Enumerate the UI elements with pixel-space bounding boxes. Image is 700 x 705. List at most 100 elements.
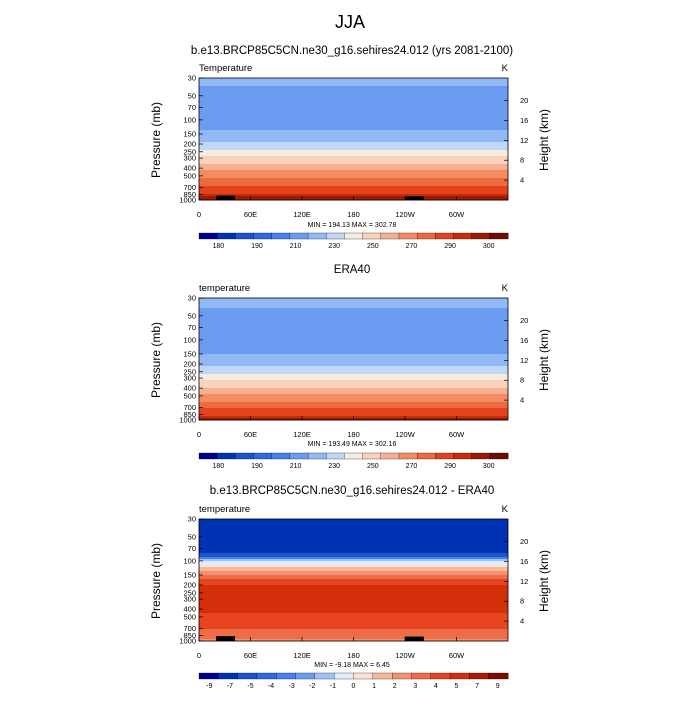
heatmap-band xyxy=(199,589,508,592)
heatmap-band xyxy=(199,599,508,602)
height-tick-label: 20 xyxy=(520,537,528,546)
y-axis-title-right: Height (km) xyxy=(537,550,551,612)
y-tick-label: 30 xyxy=(188,294,196,303)
colorbar-box xyxy=(289,232,309,240)
colorbar-box xyxy=(271,452,291,460)
heatmap-band xyxy=(199,561,508,564)
left-label: temperature xyxy=(199,504,250,515)
heatmap-band xyxy=(199,521,508,524)
colorbar-box xyxy=(353,672,374,680)
colorbar-box xyxy=(235,452,254,460)
heatmap-band xyxy=(199,601,508,604)
colorbar-label: 180 xyxy=(212,463,224,470)
heatmap-band xyxy=(199,136,508,139)
heatmap-band xyxy=(199,158,508,161)
height-tick-label: 16 xyxy=(520,557,528,566)
heatmap-band xyxy=(199,140,508,143)
y-tick-label: 150 xyxy=(183,349,196,358)
heatmap-band xyxy=(199,304,508,307)
colorbar-label: -3 xyxy=(289,683,295,690)
heatmap-band xyxy=(199,631,508,634)
x-tick-label: 0 xyxy=(197,430,201,439)
colorbar-box xyxy=(217,452,236,460)
heatmap-band xyxy=(199,330,508,333)
height-tick-label: 8 xyxy=(520,156,524,165)
heatmap-band xyxy=(199,88,508,91)
heatmap-band xyxy=(199,320,508,323)
heatmap-band xyxy=(199,583,508,586)
heatmap-band xyxy=(199,192,508,195)
colorbar-box xyxy=(198,452,218,460)
heatmap-band xyxy=(199,390,508,393)
heatmap-band xyxy=(199,176,508,179)
colorbar-box xyxy=(253,452,273,460)
colorbar-box xyxy=(435,452,454,460)
panel-3: b.e13.BRCP85C5CN.ne30_g16.sehires24.012 … xyxy=(149,485,551,669)
y-axis-title: Pressure (mb) xyxy=(149,102,163,178)
colorbar-box xyxy=(435,232,454,240)
panel-2: ERA40 temperature K Pressure (mb) Height… xyxy=(149,264,551,448)
heatmap-band xyxy=(199,408,508,411)
heatmap-band xyxy=(199,625,508,628)
heatmap-band xyxy=(199,597,508,600)
heatmap-band xyxy=(199,378,508,381)
colorbar-box xyxy=(362,452,382,460)
colorbar-label: 180 xyxy=(212,243,224,250)
heatmap-band xyxy=(199,92,508,95)
heatmap-band xyxy=(199,144,508,147)
heatmap-band xyxy=(199,314,508,317)
colorbar-label: -4 xyxy=(268,683,274,690)
height-tick-label: 4 xyxy=(520,396,524,405)
y-tick-label: 300 xyxy=(183,595,196,604)
colorbar-label: -1 xyxy=(330,683,336,690)
colorbar-label: 290 xyxy=(444,243,456,250)
heatmap-band xyxy=(199,372,508,375)
colorbar-label: 230 xyxy=(328,463,340,470)
colorbar-label: 300 xyxy=(483,463,495,470)
heatmap-band xyxy=(199,579,508,582)
x-axis: 0 60E 120E 180 120W 60W xyxy=(197,637,465,660)
heatmap-band xyxy=(199,527,508,530)
topography-block xyxy=(405,636,424,641)
heatmap-band xyxy=(199,82,508,85)
heatmap-band xyxy=(199,124,508,127)
plots-layer: 3050701001502002503004005007008501000481… xyxy=(179,74,528,691)
colorbar-label: 1 xyxy=(372,683,376,690)
heatmap-band xyxy=(199,567,508,570)
x-tick-label: 180 xyxy=(347,210,360,219)
y-tick-label: 30 xyxy=(188,515,196,524)
heatmap-band xyxy=(199,154,508,157)
heatmap-band xyxy=(199,629,508,632)
heatmap-band xyxy=(199,338,508,341)
heatmap-band xyxy=(199,585,508,588)
colorbar-box xyxy=(362,232,382,240)
heatmap-band xyxy=(199,406,508,409)
heatmap-band xyxy=(199,617,508,620)
colorbar-label: 7 xyxy=(475,683,479,690)
x-tick-label: 60W xyxy=(449,651,465,660)
colorbar-label: -5 xyxy=(247,683,253,690)
colorbar-label: 5 xyxy=(455,683,459,690)
x-tick-label: 180 xyxy=(347,651,360,660)
colorbar-box xyxy=(295,672,316,680)
heatmap-band xyxy=(199,571,508,574)
y-tick-label: 30 xyxy=(188,74,196,83)
height-tick-label: 12 xyxy=(520,577,528,586)
heatmap-band xyxy=(199,162,508,165)
colorbar-box xyxy=(471,452,491,460)
colorbar-box xyxy=(430,672,451,680)
x-tick-label: 120E xyxy=(293,651,311,660)
height-tick-label: 16 xyxy=(520,336,528,345)
colorbar-box xyxy=(326,232,345,240)
heatmap-band xyxy=(199,525,508,528)
colorbar-box xyxy=(380,232,400,240)
colorbar-box xyxy=(307,232,327,240)
x-tick-label: 120W xyxy=(395,210,416,219)
heatmap-band xyxy=(199,603,508,606)
heatmap-band xyxy=(199,142,508,145)
colorbar-box xyxy=(416,452,436,460)
colorbar-box xyxy=(314,672,335,680)
colorbar-box xyxy=(235,232,254,240)
colorbar-box xyxy=(449,672,470,680)
heatmap-band xyxy=(199,312,508,315)
